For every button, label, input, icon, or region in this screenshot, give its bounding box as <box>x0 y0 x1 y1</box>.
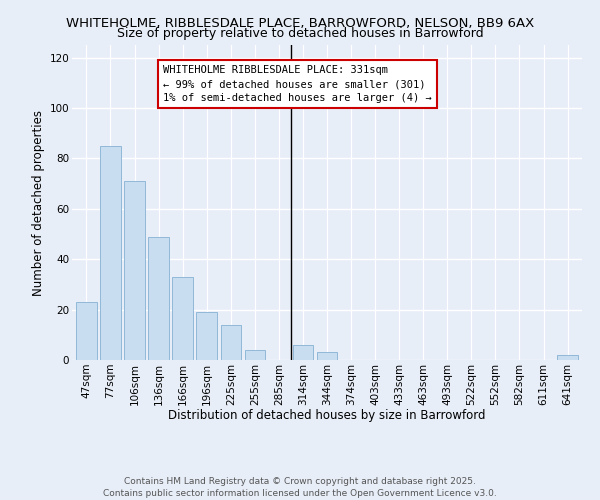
Bar <box>245 350 265 360</box>
Y-axis label: Number of detached properties: Number of detached properties <box>32 110 46 296</box>
Text: WHITEHOLME, RIBBLESDALE PLACE, BARROWFORD, NELSON, BB9 6AX: WHITEHOLME, RIBBLESDALE PLACE, BARROWFOR… <box>66 18 534 30</box>
Bar <box>148 236 169 360</box>
Bar <box>76 302 97 360</box>
Bar <box>557 355 578 360</box>
Bar <box>293 345 313 360</box>
Text: WHITEHOLME RIBBLESDALE PLACE: 331sqm
← 99% of detached houses are smaller (301)
: WHITEHOLME RIBBLESDALE PLACE: 331sqm ← 9… <box>163 65 432 103</box>
Bar <box>196 312 217 360</box>
Bar <box>124 181 145 360</box>
Text: Size of property relative to detached houses in Barrowford: Size of property relative to detached ho… <box>116 28 484 40</box>
Bar <box>172 277 193 360</box>
Bar <box>100 146 121 360</box>
X-axis label: Distribution of detached houses by size in Barrowford: Distribution of detached houses by size … <box>168 409 486 422</box>
Text: Contains HM Land Registry data © Crown copyright and database right 2025.
Contai: Contains HM Land Registry data © Crown c… <box>103 476 497 498</box>
Bar <box>221 324 241 360</box>
Bar <box>317 352 337 360</box>
